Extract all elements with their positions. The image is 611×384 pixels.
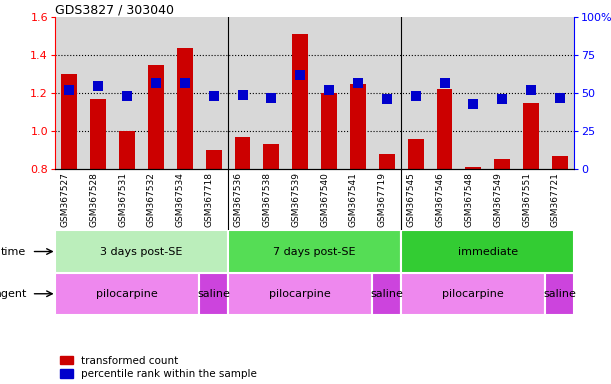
- Text: GSM367549: GSM367549: [493, 172, 502, 227]
- Bar: [523, 103, 539, 169]
- Text: GSM367719: GSM367719: [378, 172, 387, 227]
- Point: [526, 87, 536, 93]
- Bar: [350, 84, 366, 169]
- Bar: [55, 273, 199, 315]
- Text: GSM367532: GSM367532: [147, 172, 156, 227]
- Text: time: time: [1, 247, 26, 257]
- Text: saline: saline: [197, 289, 230, 299]
- Bar: [90, 99, 106, 169]
- Point: [469, 101, 478, 107]
- Text: saline: saline: [543, 289, 576, 299]
- Bar: [177, 48, 192, 169]
- Bar: [206, 150, 222, 169]
- Bar: [55, 230, 228, 273]
- Bar: [401, 230, 574, 273]
- Bar: [494, 159, 510, 169]
- Point: [266, 94, 276, 101]
- Text: GSM367548: GSM367548: [464, 172, 474, 227]
- Point: [382, 96, 392, 102]
- Bar: [292, 34, 308, 169]
- Bar: [466, 167, 481, 169]
- Bar: [62, 74, 78, 169]
- Bar: [263, 144, 279, 169]
- Text: pilocarpine: pilocarpine: [269, 289, 331, 299]
- Text: GSM367551: GSM367551: [522, 172, 531, 227]
- Point: [93, 83, 103, 89]
- Text: 7 days post-SE: 7 days post-SE: [273, 247, 356, 257]
- Text: GSM367534: GSM367534: [176, 172, 185, 227]
- Point: [180, 79, 189, 86]
- Point: [238, 91, 247, 98]
- Bar: [552, 156, 568, 169]
- Bar: [148, 65, 164, 169]
- Point: [411, 93, 420, 99]
- Bar: [372, 273, 401, 315]
- Text: GSM367541: GSM367541: [349, 172, 358, 227]
- Point: [439, 79, 449, 86]
- Point: [209, 93, 219, 99]
- Bar: [546, 273, 574, 315]
- Point: [555, 94, 565, 101]
- Bar: [401, 273, 546, 315]
- Point: [353, 79, 363, 86]
- Text: GSM367527: GSM367527: [60, 172, 70, 227]
- Bar: [119, 131, 135, 169]
- Text: GSM367539: GSM367539: [291, 172, 300, 227]
- Point: [122, 93, 132, 99]
- Bar: [199, 273, 228, 315]
- Text: GSM367538: GSM367538: [262, 172, 271, 227]
- Text: pilocarpine: pilocarpine: [442, 289, 504, 299]
- Point: [151, 79, 161, 86]
- Bar: [408, 139, 423, 169]
- Text: agent: agent: [0, 289, 26, 299]
- Bar: [321, 93, 337, 169]
- Text: 3 days post-SE: 3 days post-SE: [100, 247, 183, 257]
- Bar: [379, 154, 395, 169]
- Text: GSM367536: GSM367536: [233, 172, 243, 227]
- Text: GSM367540: GSM367540: [320, 172, 329, 227]
- Point: [65, 87, 75, 93]
- Bar: [437, 89, 452, 169]
- Text: GDS3827 / 303040: GDS3827 / 303040: [55, 3, 174, 16]
- Text: GSM367721: GSM367721: [551, 172, 560, 227]
- Text: saline: saline: [370, 289, 403, 299]
- Text: pilocarpine: pilocarpine: [97, 289, 158, 299]
- Text: immediate: immediate: [458, 247, 518, 257]
- Text: GSM367528: GSM367528: [89, 172, 98, 227]
- Bar: [228, 273, 372, 315]
- Bar: [228, 230, 401, 273]
- Text: GSM367546: GSM367546: [436, 172, 444, 227]
- Point: [324, 87, 334, 93]
- Point: [497, 96, 507, 102]
- Bar: [235, 137, 251, 169]
- Text: GSM367531: GSM367531: [118, 172, 127, 227]
- Point: [295, 72, 305, 78]
- Text: GSM367718: GSM367718: [205, 172, 214, 227]
- Text: GSM367545: GSM367545: [407, 172, 415, 227]
- Legend: transformed count, percentile rank within the sample: transformed count, percentile rank withi…: [60, 356, 257, 379]
